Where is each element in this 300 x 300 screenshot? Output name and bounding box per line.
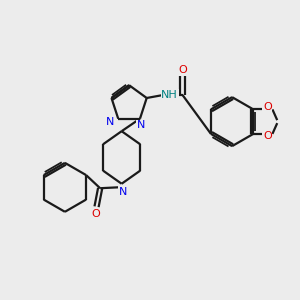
Text: O: O [263,131,272,141]
Text: N: N [137,120,145,130]
Text: NH: NH [161,90,178,100]
Text: O: O [178,65,187,75]
Text: O: O [263,102,272,112]
Text: O: O [92,208,100,219]
Text: N: N [119,187,127,197]
Text: N: N [106,117,114,127]
